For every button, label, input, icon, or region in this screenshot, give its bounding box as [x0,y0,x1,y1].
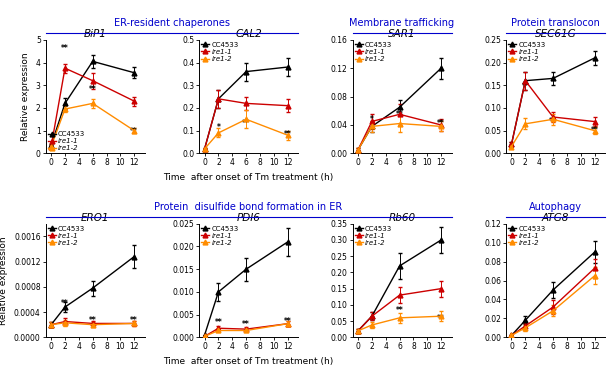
Title: PDI6: PDI6 [237,213,260,223]
Text: **: ** [437,313,445,323]
Title: CAL2: CAL2 [235,29,262,39]
Title: ATG8: ATG8 [542,213,569,223]
Text: **: ** [89,85,97,94]
Text: **: ** [242,119,250,128]
Text: **: ** [437,119,445,128]
Text: **: ** [130,127,138,136]
Text: *: * [370,115,374,124]
Text: **: ** [284,317,292,326]
Text: **: ** [242,320,250,329]
Text: **: ** [284,130,292,139]
Text: **: ** [396,305,404,315]
Legend: CC4533, ire1-1, ire1-2: CC4533, ire1-1, ire1-2 [201,225,240,247]
Legend: CC4533, ire1-1, ire1-2: CC4533, ire1-1, ire1-2 [507,225,547,247]
Text: Protein translocon: Protein translocon [511,19,600,28]
Title: Rb60: Rb60 [389,213,416,223]
X-axis label: Time  after onset of Tm treatment (h): Time after onset of Tm treatment (h) [164,173,334,182]
Text: **: ** [522,82,529,91]
Title: BiP1: BiP1 [84,29,106,39]
Legend: CC4533, ire1-1, ire1-2: CC4533, ire1-1, ire1-2 [507,41,547,63]
Text: **: ** [61,299,69,308]
Text: **: ** [396,110,404,119]
Text: **: ** [215,318,223,327]
Title: ERO1: ERO1 [81,213,109,223]
Text: ER-resident chaperones: ER-resident chaperones [114,19,230,28]
Text: **: ** [61,44,69,53]
Text: *: * [216,123,220,132]
Text: **: ** [89,316,97,325]
Title: SEC61G: SEC61G [534,29,576,39]
Legend: CC4533, ire1-1, ire1-2: CC4533, ire1-1, ire1-2 [47,130,86,152]
X-axis label: Time  after onset of Tm treatment (h): Time after onset of Tm treatment (h) [164,357,334,366]
Legend: CC4533, ire1-1, ire1-2: CC4533, ire1-1, ire1-2 [201,41,240,63]
Title: SAR1: SAR1 [388,29,416,39]
Legend: CC4533, ire1-1, ire1-2: CC4533, ire1-1, ire1-2 [354,41,393,63]
Y-axis label: Relative expression: Relative expression [0,236,9,325]
Text: Autophagy: Autophagy [529,202,582,212]
Text: **: ** [549,117,557,126]
Text: Protein  disulfide bond formation in ER: Protein disulfide bond formation in ER [154,202,343,212]
Legend: CC4533, ire1-1, ire1-2: CC4533, ire1-1, ire1-2 [354,225,393,247]
Legend: CC4533, ire1-1, ire1-2: CC4533, ire1-1, ire1-2 [47,225,86,247]
Text: **: ** [130,316,138,325]
Y-axis label: Relative expression: Relative expression [21,52,30,141]
Text: **: ** [591,126,598,135]
Text: Membrane trafficking: Membrane trafficking [350,19,455,28]
